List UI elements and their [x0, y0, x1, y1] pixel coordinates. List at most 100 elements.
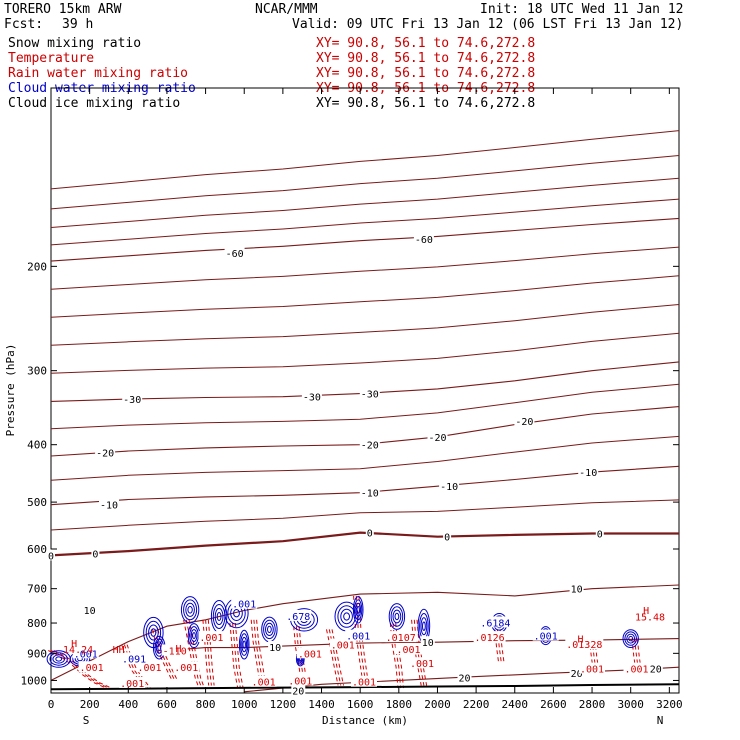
field-name: Snow mixing ratio [8, 36, 141, 51]
label-bg [457, 671, 472, 683]
cloud-contour [626, 633, 636, 644]
label-bg [351, 675, 377, 687]
cloud-contour [192, 632, 196, 640]
forecast-label: Fcst: [4, 17, 43, 32]
cloud-contour [356, 606, 360, 614]
label-bg [91, 547, 100, 559]
rain-label: .001 [137, 663, 161, 674]
cloud-contour [55, 656, 63, 662]
rain-label: -110 [163, 647, 187, 658]
label-bg [443, 530, 452, 542]
y-axis-label: Pressure (hPa) [4, 344, 17, 437]
x-tick-label: 2400 [502, 698, 529, 711]
plot-frame [50, 87, 680, 694]
label-bg [413, 233, 434, 245]
rain-contour [202, 619, 210, 686]
field-xy: XY= 90.8, 56.1 to 74.6,272.8 [316, 96, 535, 111]
cloud-contour [390, 606, 404, 627]
extremum-label: 15.48 [635, 613, 665, 624]
cloud-contour [242, 640, 246, 649]
label-bg [569, 667, 584, 679]
center-title: NCAR/MMM [255, 2, 318, 17]
isotherm-label: -20 [96, 448, 114, 459]
rain-contour [152, 629, 173, 681]
label-bg [532, 629, 559, 641]
isotherm-line [50, 499, 680, 531]
cloud-contour [354, 599, 363, 621]
label-bg [359, 387, 380, 399]
isotherm-label: 20 [458, 673, 470, 684]
x-tick-label: 2800 [579, 698, 606, 711]
isotherm-line [50, 383, 680, 430]
isotherm-line [50, 198, 680, 246]
label-bg [578, 466, 599, 478]
cloud-contour [355, 602, 362, 617]
rain-label: .001 [288, 676, 312, 687]
cloud-label: .091 [122, 654, 146, 665]
cloud-contour [240, 633, 249, 656]
cloud-contour [52, 654, 66, 664]
cloud-contour [241, 636, 248, 653]
rain-label: .001 [174, 663, 198, 674]
init-time: Init: 18 UTC Wed 11 Jan 12 [480, 2, 684, 17]
isotherm-label: 20 [571, 669, 583, 680]
cloud-label: .001 [346, 632, 370, 643]
field-name: Cloud ice mixing ratio [8, 96, 180, 111]
rain-contour [636, 638, 642, 670]
isotherm-label: 20 [292, 687, 304, 698]
isotherm-label: -30 [303, 393, 321, 404]
extremum-label: HH [113, 645, 125, 656]
x-tick-label: 1000 [231, 698, 258, 711]
label-bg [250, 675, 277, 687]
x-tick-label: 3000 [617, 698, 644, 711]
cloud-contour [150, 628, 157, 637]
isotherm-label: 0 [444, 533, 450, 544]
isotherm-label: -10 [579, 468, 597, 479]
y-tick-label: 600 [27, 543, 47, 556]
isotherm-line [50, 584, 680, 681]
label-bg [427, 430, 448, 442]
label-bg [291, 684, 306, 696]
cloud-contour [157, 644, 162, 651]
isotherm-label: -20 [515, 417, 533, 428]
rain-label: .001 [120, 679, 144, 690]
x-axis-north: N [657, 714, 664, 727]
isotherm-label: -10 [361, 489, 379, 500]
isotherm-label: 10 [84, 606, 96, 617]
rain-contour [295, 626, 305, 689]
valid-time: Valid: 09 UTC Fri 13 Jan 12 (06 LST Fri … [292, 17, 683, 32]
y-tick-label: 900 [27, 647, 47, 660]
cloud-contour [622, 629, 639, 648]
x-tick-label: 1800 [386, 698, 413, 711]
rain-contour [594, 638, 600, 670]
rain-contour [207, 619, 215, 686]
x-tick-label: 400 [118, 698, 138, 711]
label-bg [99, 498, 119, 510]
label-bg [47, 549, 55, 561]
isotherm-label: -60 [226, 249, 244, 260]
cloud-contour [422, 621, 426, 631]
rain-contour [358, 595, 370, 686]
isotherm-label: 10 [571, 585, 583, 596]
isotherm-label: 0 [367, 529, 373, 540]
isotherm-label: 20 [650, 665, 662, 676]
cloud-contour [628, 635, 634, 642]
cloud-contour [190, 629, 198, 643]
x-tick-label: 2000 [424, 698, 451, 711]
temperature-contours [50, 130, 680, 693]
rain-contour [631, 638, 637, 670]
label-bg [359, 486, 380, 498]
cloud-contour [265, 622, 274, 637]
label-bg [420, 636, 435, 648]
y-tick-label: 200 [27, 260, 47, 273]
y-tick-label: 800 [27, 617, 47, 630]
isotherm-label: -60 [415, 235, 433, 246]
rain-contour [232, 622, 241, 689]
label-bg [479, 616, 512, 628]
x-tick-label: 1600 [347, 698, 374, 711]
label-bg [579, 662, 605, 674]
isotherm-label: -10 [100, 501, 118, 512]
cloud-contour [340, 608, 353, 625]
isotherm-line [50, 217, 680, 262]
